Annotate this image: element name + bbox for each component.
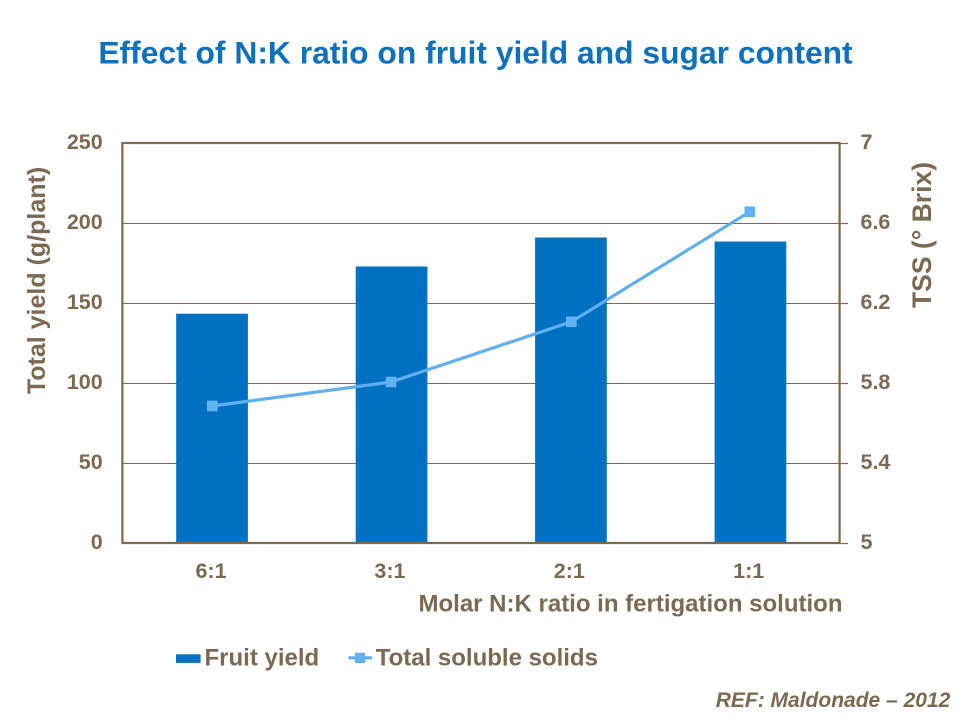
svg-text:1:1: 1:1 bbox=[733, 559, 764, 583]
svg-text:TSS (° Brix): TSS (° Brix) bbox=[907, 162, 937, 308]
svg-text:150: 150 bbox=[67, 290, 103, 314]
svg-text:Fruit yield: Fruit yield bbox=[205, 644, 320, 671]
svg-text:5.4: 5.4 bbox=[861, 450, 891, 474]
svg-text:250: 250 bbox=[67, 130, 103, 154]
svg-text:2:1: 2:1 bbox=[554, 559, 585, 583]
svg-text:100: 100 bbox=[67, 370, 103, 394]
svg-text:5: 5 bbox=[861, 530, 873, 554]
svg-text:REF: Maldonade – 2012: REF: Maldonade – 2012 bbox=[716, 689, 951, 712]
svg-text:Molar N:K ratio in fertigation: Molar N:K ratio in fertigation solution bbox=[419, 591, 843, 618]
svg-text:5.8: 5.8 bbox=[861, 370, 891, 394]
svg-text:Total yield (g/plant): Total yield (g/plant) bbox=[23, 167, 51, 394]
svg-text:6.2: 6.2 bbox=[861, 290, 891, 314]
svg-text:6:1: 6:1 bbox=[195, 559, 226, 583]
svg-text:Total soluble solids: Total soluble solids bbox=[376, 644, 598, 671]
svg-text:200: 200 bbox=[67, 210, 103, 234]
svg-text:7: 7 bbox=[861, 130, 873, 154]
svg-text:Effect of N:K ratio on fruit y: Effect of N:K ratio on fruit yield and s… bbox=[98, 35, 853, 71]
svg-text:3:1: 3:1 bbox=[374, 559, 405, 583]
svg-text:6.6: 6.6 bbox=[861, 210, 891, 234]
svg-text:50: 50 bbox=[79, 450, 103, 474]
svg-text:0: 0 bbox=[91, 530, 103, 554]
